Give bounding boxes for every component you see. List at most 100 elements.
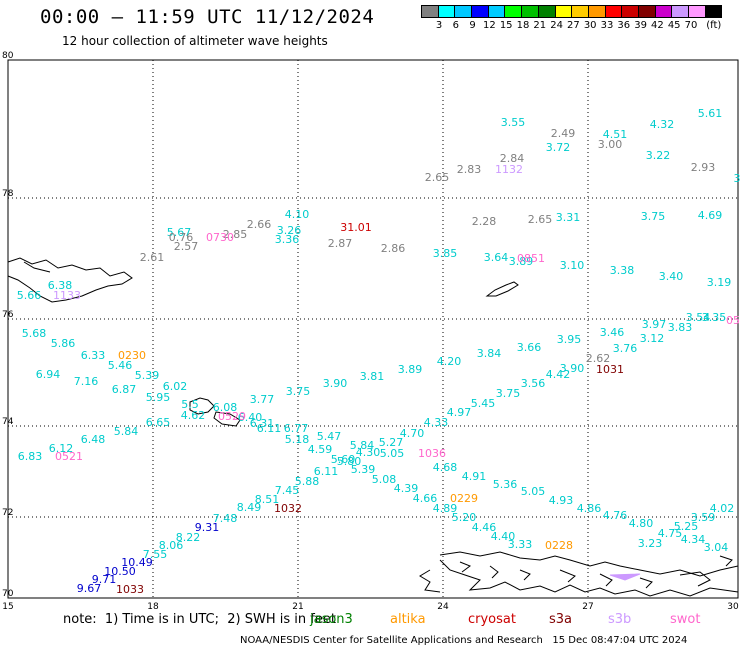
wave-height-value: 5.88 xyxy=(295,475,320,488)
wave-height-value: 2.28 xyxy=(472,215,497,228)
wave-height-value: 5.61 xyxy=(698,107,723,120)
wave-height-value: 4.80 xyxy=(629,517,654,530)
wave-height-value: 3.55 xyxy=(501,116,526,129)
wave-height-value: 3.31 xyxy=(556,211,581,224)
wave-height-value: 5.80 xyxy=(337,455,362,468)
wave-height-value: 4.68 xyxy=(433,461,458,474)
wave-height-value: 5.05 xyxy=(521,485,546,498)
wave-height-value: 2.49 xyxy=(551,127,576,140)
wave-height-value: 4.40 xyxy=(491,530,516,543)
wave-height-value: 3.33 xyxy=(508,538,533,551)
wave-height-value: 3.22 xyxy=(646,149,671,162)
pass-time-label: 1133 xyxy=(53,289,81,302)
longitude-label: 18 xyxy=(147,602,159,612)
wave-height-value: 3.64 xyxy=(484,251,509,264)
grid-lines xyxy=(8,60,738,598)
wave-height-value: 4.66 xyxy=(413,492,438,505)
satellite-legend: jason3 altika cryosat s3a s3b swot xyxy=(0,612,740,630)
wave-height-value: 2.62 xyxy=(586,352,611,365)
pass-time-label: 0230 xyxy=(118,349,146,362)
colorbar-label: 6 xyxy=(452,20,459,31)
pass-time-label: 0521 xyxy=(55,450,83,463)
colorbar-label: 15 xyxy=(499,20,513,31)
wave-height-value: 3.59 xyxy=(691,511,716,524)
wave-height-value: 4.75 xyxy=(658,527,683,540)
wave-height-value: 4.76 xyxy=(603,509,628,522)
wave-height-value: 5.05 xyxy=(380,447,405,460)
wave-height-value: 3.04 xyxy=(704,541,729,554)
pass-time-label: 05 xyxy=(726,314,740,327)
wave-height-value: 5.18 xyxy=(285,433,310,446)
wave-height-value: 5.67 xyxy=(167,226,192,239)
satellite-legend-jason3: jason3 xyxy=(310,612,353,627)
wave-height-value: 3.81 xyxy=(360,370,385,383)
wave-height-colorbar xyxy=(421,5,723,18)
wave-height-value: 10.50 xyxy=(104,565,136,578)
wave-height-value: 31.01 xyxy=(340,221,372,234)
wave-height-value: 2.86 xyxy=(381,242,406,255)
wave-height-value: 3.10 xyxy=(560,259,585,272)
longitude-label: 15 xyxy=(2,602,13,612)
wave-height-value: 3.83 xyxy=(668,321,693,334)
wave-height-value: 5.25 xyxy=(674,520,699,533)
colorbar-label: 70 xyxy=(684,20,698,31)
colorbar-label: 12 xyxy=(483,20,496,31)
wave-height-value: 3.54 xyxy=(686,311,711,324)
pass-time-label: 0229 xyxy=(450,492,478,505)
wave-height-value: 3.90 xyxy=(323,377,348,390)
wave-height-value: 8.22 xyxy=(176,531,201,544)
wave-height-value: 5.68 xyxy=(22,327,47,340)
wave-height-value: 6.11 xyxy=(314,465,339,478)
wave-height-value: 4.51 xyxy=(603,128,628,141)
wave-height-value: 4.02 xyxy=(710,502,735,515)
wave-height-value: 6.38 xyxy=(48,279,73,292)
wave-height-value: 4.32 xyxy=(650,118,675,131)
pass-time-label: 1036 xyxy=(418,447,446,460)
wave-height-value: 3.12 xyxy=(640,332,665,345)
wave-height-value: 3.76 xyxy=(613,342,638,355)
coastline xyxy=(7,257,739,597)
colorbar-label: 24 xyxy=(550,20,563,31)
wave-height-value: 0.76 xyxy=(169,231,194,244)
latitude-label: 76 xyxy=(2,310,14,320)
wave-height-value: 3.75 xyxy=(286,385,311,398)
wave-height-value: 3.23 xyxy=(638,537,663,550)
wave-height-value: 4.34 xyxy=(681,533,706,546)
wave-height-value: 5.86 xyxy=(51,337,76,350)
wave-height-value: 2.93 xyxy=(691,161,716,174)
pass-time-label: 1033 xyxy=(116,583,144,596)
wave-height-value: 4.97 xyxy=(447,406,472,419)
longitude-label: 30 xyxy=(727,602,739,612)
wave-height-value: 6.33 xyxy=(81,349,106,362)
wave-height-value: 3.97 xyxy=(642,318,667,331)
wave-height-value: 2.87 xyxy=(328,237,353,250)
wave-height-value: 3.90 xyxy=(560,362,585,375)
pass-time-label: 0851 xyxy=(517,252,545,265)
wave-height-value: 3 xyxy=(734,172,740,185)
plot-frame xyxy=(7,59,739,599)
footer-credit: NOAA/NESDIS Center for Satellite Applica… xyxy=(240,635,688,646)
wave-height-value: 3.19 xyxy=(707,276,732,289)
wave-height-value: 2.66 xyxy=(247,218,272,231)
wave-height-value: 4.42 xyxy=(546,368,571,381)
wave-height-value: 6.02 xyxy=(163,380,188,393)
latitude-label: 72 xyxy=(2,508,13,518)
wave-height-value: 4.91 xyxy=(462,470,487,483)
latitude-labels: 80 78 76 74 72 70 xyxy=(2,51,14,599)
wave-height-value: 5.08 xyxy=(372,473,397,486)
wave-height-value: 3.77 xyxy=(250,393,275,406)
wave-height-value: 8.06 xyxy=(159,539,184,552)
pass-time-label: 0730 xyxy=(206,231,234,244)
wave-height-value: 5.5 xyxy=(181,398,199,411)
satellite-legend-swot: swot xyxy=(670,612,701,627)
wave-height-value: 4.46 xyxy=(472,521,497,534)
wave-height-value: 3.75 xyxy=(641,210,666,223)
pass-time-labels: 1132 0851 0730 1133 0230 1031 0529 0521 1036 0229… xyxy=(53,163,740,596)
colorbar-label: 39 xyxy=(634,20,647,31)
colorbar-label: 30 xyxy=(583,20,597,31)
satellite-legend-cryosat: cryosat xyxy=(468,612,516,627)
wave-height-value: 8.49 xyxy=(237,501,262,514)
satellite-legend-s3b: s3b xyxy=(608,612,632,627)
wave-height-value: 4.10 xyxy=(285,208,310,221)
